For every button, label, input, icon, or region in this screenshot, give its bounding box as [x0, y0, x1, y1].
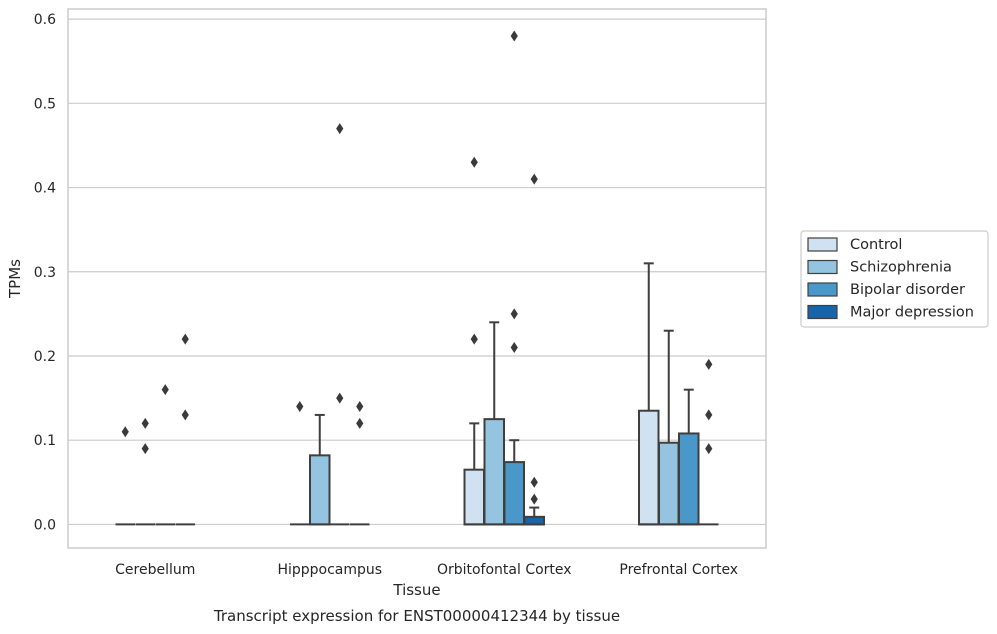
box-body	[503, 461, 525, 526]
y-tick-label: 0.3	[34, 265, 56, 281]
y-tick-label: 0.6	[34, 12, 56, 28]
box-bipolar-disorder	[330, 123, 350, 526]
outlier-point	[121, 426, 129, 438]
box-body	[483, 418, 505, 526]
box-body	[638, 409, 660, 526]
legend-swatch	[807, 237, 838, 252]
outlier-point	[705, 358, 713, 370]
box-schizophrenia	[483, 321, 505, 526]
outlier-point	[181, 409, 189, 421]
x-tick-label: Prefrontal Cortex	[619, 562, 738, 578]
chart-caption: Transcript expression for ENST0000041234…	[213, 607, 620, 625]
outlier-point	[530, 476, 538, 488]
outlier-point	[510, 30, 518, 42]
legend-label: Schizophrenia	[850, 260, 952, 276]
outlier-point	[530, 173, 538, 185]
box-bipolar-disorder	[155, 384, 175, 526]
x-tick-label: Cerebellum	[115, 562, 195, 578]
legend-frame	[800, 230, 989, 328]
legend-swatch	[807, 259, 838, 275]
box-bipolar-disorder	[503, 30, 525, 526]
box-body	[523, 515, 545, 526]
box-bipolar-disorder	[678, 388, 700, 526]
box-schizophrenia	[135, 417, 155, 526]
box-body	[309, 454, 331, 526]
y-tick-label: 0.4	[34, 181, 56, 197]
box-major-depression	[350, 401, 370, 526]
y-tick-labels: 0.0 0.1 0.2 0.3 0.4 0.5 0.6	[34, 12, 56, 533]
box-schizophrenia	[658, 329, 680, 526]
outlier-point	[356, 417, 364, 429]
box-major-depression	[523, 173, 545, 526]
x-tick-label: Orbitofontal Cortex	[437, 562, 572, 578]
gridlines	[68, 18, 766, 526]
legend-swatch	[807, 304, 838, 320]
x-axis-label: Tissue	[392, 581, 440, 599]
outlier-point	[705, 409, 713, 421]
x-tick-label: Hipppocampus	[277, 562, 382, 578]
outlier-point	[470, 156, 478, 168]
box-schizophrenia	[309, 413, 331, 526]
box-control	[290, 401, 310, 526]
box-major-depression	[699, 358, 719, 526]
box-body	[463, 468, 485, 526]
legend-swatch	[807, 282, 838, 297]
box-control	[463, 156, 485, 526]
outlier-point	[336, 392, 344, 404]
box-major-depression	[175, 333, 195, 526]
legend: Control Schizophrenia Bipolar disorder Majo…	[800, 230, 989, 328]
outlier-point	[141, 417, 149, 429]
outlier-point	[705, 443, 713, 455]
x-tick-labels: Cerebellum Hipppocampus Orbitofontal Corte…	[115, 562, 738, 578]
outlier-point	[510, 308, 518, 320]
outlier-point	[356, 401, 364, 413]
outlier-point	[181, 333, 189, 345]
box-control	[115, 426, 135, 526]
outlier-point	[296, 401, 304, 413]
outlier-point	[510, 342, 518, 354]
outlier-point	[470, 333, 478, 345]
y-tick-label: 0.5	[34, 96, 56, 112]
outlier-point	[336, 123, 344, 135]
legend-label: Bipolar disorder	[850, 282, 965, 298]
outlier-point	[530, 493, 538, 505]
legend-label: Major depression	[850, 305, 974, 321]
box-control	[638, 262, 660, 526]
y-axis-label: TPMs	[6, 259, 24, 299]
box-body	[658, 441, 680, 526]
plot-frame	[67, 8, 767, 549]
y-tick-label: 0.0	[34, 517, 56, 533]
legend-label: Control	[850, 237, 902, 253]
outlier-point	[141, 443, 149, 455]
outlier-point	[161, 384, 169, 396]
y-tick-label: 0.2	[34, 349, 56, 365]
y-tick-label: 0.1	[34, 433, 56, 449]
boxes	[115, 30, 719, 526]
box-body	[678, 432, 700, 526]
